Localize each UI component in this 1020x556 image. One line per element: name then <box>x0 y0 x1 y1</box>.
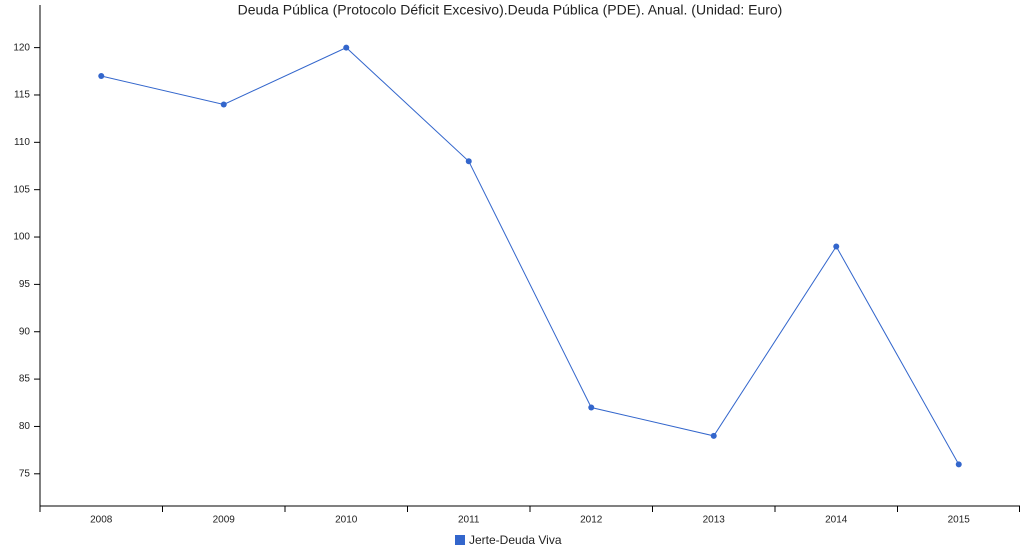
point <box>710 432 717 439</box>
legend-swatch <box>455 535 465 545</box>
y-tick-label: 95 <box>19 279 31 290</box>
point <box>588 404 595 411</box>
y-tick-label: 85 <box>19 374 31 385</box>
y-tick-label: 90 <box>19 326 31 337</box>
x-tick-label: 2009 <box>213 515 236 526</box>
x-tick-label: 2015 <box>948 515 971 526</box>
point <box>220 101 227 108</box>
x-tick-label: 2013 <box>703 515 726 526</box>
point <box>98 73 105 80</box>
legend-label: Jerte-Deuda Viva <box>469 533 562 547</box>
point <box>343 44 350 51</box>
line <box>101 47 960 465</box>
point <box>833 243 840 250</box>
x-tick-label: 2011 <box>458 515 480 526</box>
point <box>465 158 472 165</box>
y-tick-label: 120 <box>13 42 30 53</box>
chart-title: Deuda Pública (Protocolo Déficit Excesiv… <box>238 2 783 18</box>
y-tick-label: 100 <box>13 232 30 243</box>
x-tick-label: 2012 <box>580 515 603 526</box>
y-tick-label: 105 <box>13 184 30 195</box>
x-tick-label: 2010 <box>335 515 358 526</box>
point <box>955 461 962 468</box>
y-tick-label: 80 <box>19 421 31 432</box>
x-tick-label: 2014 <box>825 515 848 526</box>
y-tick-label: 115 <box>14 90 30 101</box>
y-tick-label: 110 <box>14 137 30 148</box>
y-tick-label: 75 <box>19 468 31 479</box>
x-tick-label: 2008 <box>90 515 113 526</box>
